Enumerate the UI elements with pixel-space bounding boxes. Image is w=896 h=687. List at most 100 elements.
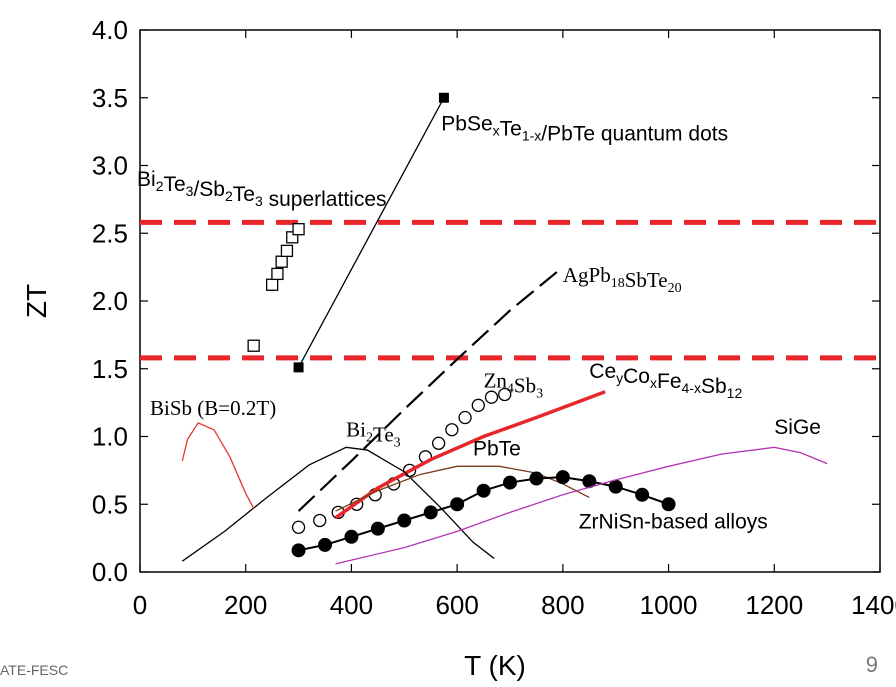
zn4sb3-point xyxy=(484,390,499,404)
footer-source: ATE-FESC xyxy=(0,662,69,678)
y-tick-label: 2.5 xyxy=(92,218,128,248)
annotation-text-part: x xyxy=(493,122,500,138)
annotation-5: CeyCoxFe4-xSb12 xyxy=(589,360,742,401)
annotation-text-part: Zn xyxy=(484,369,508,393)
bi2te3-sb2te3-superlattices-point xyxy=(247,339,260,352)
pbsexte1-x-pbte-quantum-dots-line xyxy=(297,97,445,368)
annotation-text-part: 1-x xyxy=(522,127,541,143)
zn4sb3-point xyxy=(471,398,485,412)
zrnisn-based-alloys-point xyxy=(582,474,597,489)
annotation-text-part: 2 xyxy=(225,188,233,204)
annotation-text-part: PbSe xyxy=(441,112,492,135)
annotation-text-part: 3 xyxy=(255,193,263,209)
zrnisn-based-alloys-point xyxy=(370,521,385,536)
zrnisn-based-alloys-point xyxy=(344,529,359,544)
zrnisn-based-alloys-point xyxy=(423,505,438,520)
annotation-text-part: Te xyxy=(233,183,255,206)
annotation-6: BiSb (B=0.2T) xyxy=(150,396,276,420)
y-axis-title: ZT xyxy=(21,284,52,318)
annotation-text-part: 20 xyxy=(668,281,682,296)
x-tick-label: 400 xyxy=(330,590,373,620)
annotation-9: SiGe xyxy=(774,416,821,439)
series-bisb-b-0-2t xyxy=(181,422,255,509)
annotation-text-part: BiSb (B=0.2T) xyxy=(150,396,276,420)
y-tick-label: 1.5 xyxy=(92,354,128,384)
ceycoxfe4-xsb12-line xyxy=(334,390,606,520)
series-bi2te3 xyxy=(181,446,495,562)
annotation-text-part: 3 xyxy=(186,183,194,199)
y-tick-label: 1.0 xyxy=(92,422,128,452)
zrnisn-based-alloys-point xyxy=(291,543,306,558)
y-tick-label: 2.0 xyxy=(92,286,128,316)
annotation-text-part: SbTe xyxy=(625,268,668,292)
annotation-text-part: SiGe xyxy=(774,416,821,439)
y-tick-label: 0.5 xyxy=(92,489,128,519)
annotation-text-part: ZrNiSn-based alloys xyxy=(579,511,768,534)
annotation-text-part: 18 xyxy=(611,276,625,291)
series-ceycoxfe4-xsb12 xyxy=(334,390,606,520)
zn4sb3-point xyxy=(458,410,472,425)
annotation-text-part: y xyxy=(616,370,623,386)
annotation-3: AgPb18SbTe20 xyxy=(563,263,682,296)
annotation-4: Zn4Sb3 xyxy=(484,369,544,402)
y-tick-label: 3.0 xyxy=(92,151,128,181)
annotation-text-part: Te xyxy=(373,423,394,447)
series-sige xyxy=(335,446,828,565)
zn4sb3-point xyxy=(431,436,446,450)
x-tick-label: 200 xyxy=(224,590,267,620)
x-tick-label: 600 xyxy=(435,590,478,620)
series-bi2te3-sb2te3-superlattices xyxy=(247,223,305,352)
annotation-text-part: Te xyxy=(163,173,185,196)
x-tick-label: 1000 xyxy=(640,590,698,620)
annotation-7: Bi2Te3 xyxy=(346,418,401,451)
annotation-8: PbTe xyxy=(473,437,521,460)
zrnisn-based-alloys-point xyxy=(476,483,491,498)
zrnisn-based-alloys-point xyxy=(635,487,650,502)
zrnisn-based-alloys-point xyxy=(661,497,676,512)
bi2te3-sb2te3-superlattices-point xyxy=(265,278,279,291)
x-axis-title: T (K) xyxy=(464,650,526,681)
bi2te3-line xyxy=(181,446,495,562)
plot-frame xyxy=(139,29,881,573)
y-tick-label: 4.0 xyxy=(92,15,128,45)
page-number: 9 xyxy=(865,652,878,677)
annotation-text-part: 2 xyxy=(366,431,373,446)
annotation-text-part: AgPb xyxy=(563,263,611,287)
series-pbsexte1-x-pbte-quantum-dots xyxy=(293,92,449,373)
bi2te3-sb2te3-superlattices-point xyxy=(286,231,299,244)
annotation-text-part: /Sb xyxy=(193,178,225,201)
zn4sb3-point xyxy=(445,423,459,437)
zn4sb3-point xyxy=(291,520,306,534)
annotation-text-part: 4-x xyxy=(682,380,701,396)
annotation-text-part: Co xyxy=(623,365,650,388)
annotation-text-part: 3 xyxy=(394,436,401,451)
bi2te3-sb2te3-superlattices-point xyxy=(280,244,294,258)
zrnisn-based-alloys-point xyxy=(318,537,332,552)
pbsexte1-x-pbte-quantum-dots-point xyxy=(293,362,304,373)
series-agpb18sbte20 xyxy=(297,266,564,512)
bisb-b-0-2t-line xyxy=(181,422,255,509)
series-zrnisn-based-alloys xyxy=(291,470,676,558)
zn4sb3-point xyxy=(498,387,512,402)
y-tick-label: 3.5 xyxy=(92,83,128,113)
annotation-text-part: x xyxy=(650,375,657,391)
zrnisn-based-alloys-point xyxy=(555,470,570,485)
annotation-text-part: Bi xyxy=(137,168,156,191)
x-tick-label: 0 xyxy=(133,590,147,620)
annotation-text-part: Bi xyxy=(346,418,366,442)
annotation-2: Bi2Te3/Sb2Te3 superlattices xyxy=(137,168,387,211)
zrnisn-based-alloys-point xyxy=(397,513,412,528)
series-zn4sb3 xyxy=(291,387,512,534)
annotation-text-part: 3 xyxy=(536,387,543,402)
bi2te3-sb2te3-superlattices-point xyxy=(292,223,305,236)
zn4sb3-point xyxy=(313,513,327,528)
zrnisn-based-alloys-point xyxy=(450,497,465,512)
pbsexte1-x-pbte-quantum-dots-point xyxy=(438,92,449,103)
annotation-text-part: Fe xyxy=(657,370,682,393)
annotation-text-part: /PbTe quantum dots xyxy=(541,122,728,145)
bi2te3-sb2te3-superlattices-point xyxy=(275,255,288,268)
annotation-text-part: 2 xyxy=(156,178,164,194)
sige-line xyxy=(335,446,828,565)
